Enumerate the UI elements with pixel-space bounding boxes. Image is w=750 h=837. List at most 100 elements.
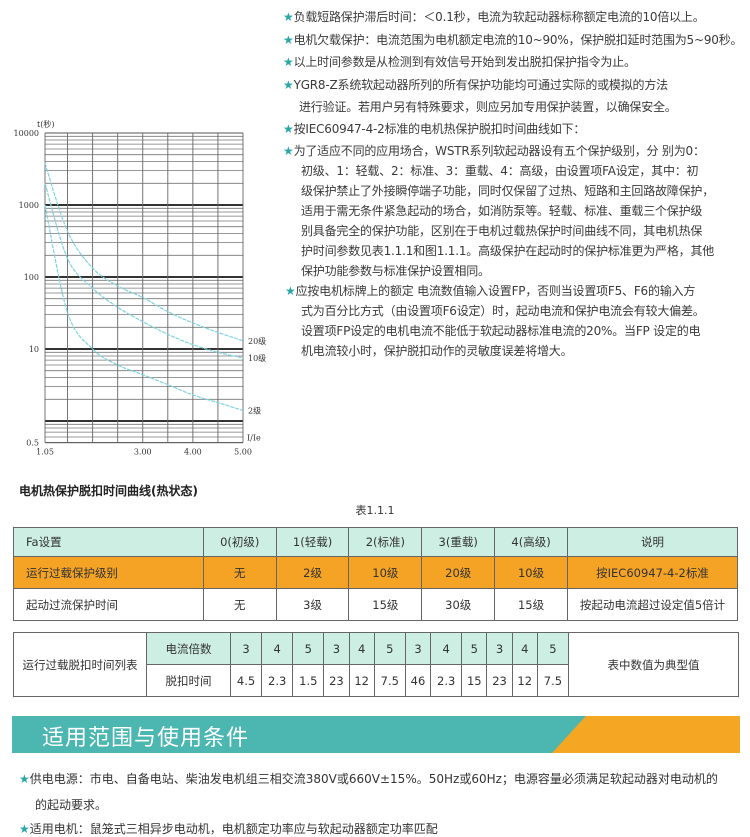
row-label: 运行过载脱扣时间列表 (13, 632, 147, 697)
table-header-row: Fa设置 0(初级) 1(轻载) 2(标准) 3(重载) 4(高级) 说明 (13, 527, 738, 557)
note-text: 式为百分比方式（由设置项F6设定）时，起动电流和保护电流会有较大偏差。 (301, 304, 705, 318)
curve-20级 (44, 163, 244, 342)
note-line: 进行验证。若用户另有特殊要求，则应另加专用保护装置，以确保安全。 (299, 98, 677, 115)
note-text: 进行验证。若用户另有特殊要求，则应另加专用保护装置，以确保安全。 (299, 100, 677, 114)
current-multiple-cell: 4 (430, 632, 463, 665)
trip-time-cell: 23 (486, 664, 513, 697)
note-line: ★按IEC60947-4-2标准的电机热保护脱扣时间曲线如下： (283, 120, 585, 137)
note-text: YGR8-Z系统软起动器所列的所有保护功能均可通过实际的或模拟的方法 (293, 78, 669, 92)
table-caption: 表1.1.1 (355, 504, 395, 517)
condition-line: ★适用电机：鼠笼式三相异步电动机，电机额定功率应与软起动器额定功率匹配 (19, 820, 438, 837)
chart-title: 电机热保护脱扣时间曲线(热状态) (19, 484, 198, 498)
star-icon: ★ (19, 822, 30, 836)
cell: 20级 (421, 556, 496, 589)
condition-line: 的起动要求。 (35, 796, 107, 813)
note-line: ★应按电机标牌上的额定 电流数值输入设置FP，否则当设置项F5、F6的输入方 (285, 282, 695, 299)
note-text: 机电流较小时，保护脱扣动作的灵敏度误差将增大。 (301, 344, 573, 358)
trip-time-cell: 15 (461, 664, 488, 697)
series-label: 20级 (248, 336, 266, 346)
table-row: 运行过载保护级别 无 2级 10级 20级 10级 按IEC60947-4-2标… (13, 556, 738, 589)
y-tick-label: 1000 (19, 201, 39, 210)
condition-text: 适用电机：鼠笼式三相异步电动机，电机额定功率应与软起动器额定功率匹配 (29, 822, 438, 836)
header-cell: 说明 (567, 527, 738, 557)
note-line: ★为了适应不同的应用场合，WSTR系列软起动器设有五个保护级别，分 别为0： (283, 142, 705, 159)
cell: 30级 (421, 588, 496, 621)
cell: 10级 (494, 556, 568, 589)
header-cell: 1(轻载) (275, 527, 350, 557)
series-label: 2级 (248, 405, 261, 415)
note-text: 应按电机标牌上的额定 电流数值输入设置FP，否则当设置项F5、F6的输入方 (295, 284, 696, 298)
cell: 起动过流保护时间 (13, 588, 204, 621)
note-text: 按IEC60947-4-2标准的电机热保护脱扣时间曲线如下： (293, 122, 586, 136)
cell: 按IEC60947-4-2标准 (567, 556, 738, 589)
star-icon: ★ (283, 78, 294, 92)
x-tick-label: 4.00 (184, 448, 202, 457)
note-line: ★以上时间参数是从检测到有效信号开始到发出脱扣保护指令为止。 (283, 53, 636, 70)
note-line: 式为百分比方式（由设置项F6设定）时，起动电流和保护电流会有较大偏差。 (301, 302, 705, 319)
trip-time-cell: 46 (404, 664, 432, 697)
star-icon: ★ (283, 33, 294, 47)
current-multiple-cell: 4 (261, 632, 294, 665)
cell: 无 (202, 588, 277, 621)
note-line: ★YGR8-Z系统软起动器所列的所有保护功能均可通过实际的或模拟的方法 (283, 76, 668, 93)
note-text: 以上时间参数是从检测到有效信号开始到发出脱扣保护指令为止。 (293, 55, 636, 69)
note-text: 为了适应不同的应用场合，WSTR系列软起动器设有五个保护级别，分 别为0： (293, 144, 705, 158)
x-tick-label: 1.05 (36, 448, 54, 457)
current-multiple-cell: 4 (348, 632, 375, 665)
y-tick-label: 100 (24, 273, 39, 282)
curve-10级 (44, 183, 244, 359)
trip-time-cell: 7.5 (373, 664, 406, 697)
series-label: 10级 (248, 353, 266, 363)
y-tick-label: 0.5 (26, 439, 39, 448)
trip-time-table: 运行过载脱扣时间列表 电流倍数 3 4 5 3 4 5 3 4 5 3 4 5 表中数值为典型值 脱扣时… (13, 632, 739, 697)
note-line: ★负载短路保护滞后时间：＜0.1秒，电流为软起动器标称额定电流的10倍以上。 (283, 8, 705, 25)
banner-teal (12, 716, 592, 753)
star-icon: ★ (283, 55, 294, 69)
header-cell: 2(标准) (348, 527, 423, 557)
star-icon: ★ (283, 122, 294, 136)
star-icon: ★ (19, 772, 30, 786)
trip-time-cell: 2.3 (261, 664, 294, 697)
current-multiple-cell: 3 (404, 632, 432, 665)
y-axis-label: t(秒) (37, 119, 54, 129)
star-icon: ★ (285, 284, 296, 298)
protection-level-table: Fa设置 0(初级) 1(轻载) 2(标准) 3(重载) 4(高级) 说明 运行… (13, 527, 738, 621)
cell: 按起动电流超过设定值5倍计 (567, 588, 738, 621)
trip-time-cell: 2.3 (430, 664, 463, 697)
note-line: 别具备完全的保护功能，区别在于电机过载热保护时间曲线不同，其电机热保 (301, 222, 702, 239)
header-cell: 0(初级) (202, 527, 277, 557)
note-text: 电机欠载保护：电流范围为电机额定电流的10~90%，保护脱扣延时范围为5~90秒… (293, 33, 743, 47)
condition-text: 的起动要求。 (35, 798, 108, 812)
x-axis-label: I/Ie (247, 434, 261, 443)
cell: 15级 (348, 588, 423, 621)
header-cell: Fa设置 (13, 527, 204, 557)
note-line: 保护功能参数与标准保护设置相同。 (301, 262, 490, 279)
note-text: 保护功能参数与标准保护设置相同。 (301, 264, 490, 278)
star-icon: ★ (283, 10, 294, 24)
current-multiple-cell: 4 (511, 632, 538, 665)
trip-time-cell: 4.5 (229, 664, 263, 697)
table-note: 表中数值为典型值 (568, 632, 739, 697)
y-tick-label: 10000 (14, 129, 39, 138)
table-row: 运行过载脱扣时间列表 电流倍数 3 4 5 3 4 5 3 4 5 3 4 5 表中数值为典型值 (13, 632, 739, 697)
note-text: 别具备完全的保护功能，区别在于电机过载热保护时间曲线不同，其电机热保 (301, 224, 703, 238)
table-row: 起动过流保护时间 无 3级 15级 30级 15级 按起动电流超过设定值5倍计 (13, 588, 738, 621)
note-line: 设置项FP设定的电机电流不能低于软起动器标准电流的20%。当FP 设定的电 (301, 322, 701, 339)
cell: 运行过载保护级别 (13, 556, 204, 589)
note-text: 级保护禁止了外接瞬停端子功能，同时仅保留了过热、短路和主回路故障保护， (301, 184, 715, 198)
cell: 15级 (494, 588, 568, 621)
table-row: 脱扣时间 4.5 2.3 1.5 23 12 7.5 46 2.3 15 23 12 7.5 (14, 664, 739, 697)
cell: 3级 (275, 588, 350, 621)
note-text: 适用于需无条件紧急起动的场合，如消防泵等。轻载、标准、重载三个保护级 (301, 204, 703, 218)
cell: 无 (202, 556, 277, 589)
header-cell: 4(高级) (494, 527, 568, 557)
current-multiple-cell: 5 (292, 632, 325, 665)
x-tick-label: 5.00 (234, 448, 252, 457)
note-line: 机电流较小时，保护脱扣动作的灵敏度误差将增大。 (301, 342, 573, 359)
section-banner: 适用范围与使用条件 (12, 716, 740, 753)
note-line: 适用于需无条件紧急起动的场合，如消防泵等。轻载、标准、重载三个保护级 (301, 202, 702, 219)
cell: 10级 (348, 556, 423, 589)
star-icon: ★ (283, 144, 294, 158)
note-text: 负载短路保护滞后时间：＜0.1秒，电流为软起动器标称额定电流的10倍以上。 (293, 10, 705, 24)
x-tick-label: 3.00 (134, 448, 152, 457)
